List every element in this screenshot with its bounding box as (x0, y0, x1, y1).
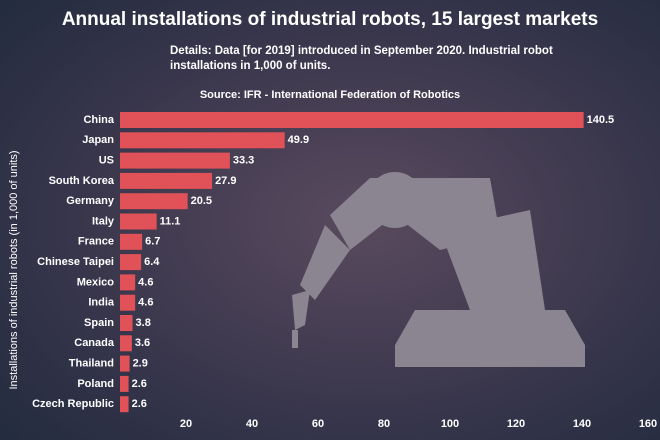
x-tick-label: 140 (573, 418, 591, 430)
y-tick-label: Mexico (77, 276, 115, 288)
subtitle-box: Details: Data [for 2019] introduced in S… (170, 45, 553, 72)
value-label: 2.6 (132, 398, 147, 410)
y-tick-label: Czech Republic (32, 398, 114, 410)
x-tick-label: 60 (312, 418, 324, 430)
bar (120, 112, 584, 128)
bar (120, 132, 285, 149)
y-tick-label: Germany (66, 195, 115, 207)
bar (120, 294, 136, 311)
y-tick-label: Chinese Taipei (37, 256, 114, 268)
value-label: 140.5 (587, 114, 615, 126)
x-tick-label: 120 (507, 418, 525, 430)
value-label: 6.4 (144, 256, 160, 268)
bar (120, 396, 129, 413)
chart-subtitle: Details: Data [for 2019] introduced in S… (170, 45, 553, 72)
value-label: 2.6 (132, 378, 147, 390)
y-tick-label: China (83, 114, 114, 126)
value-label: 3.6 (135, 337, 150, 349)
y-axis-label: Installations of industrial robots (in 1… (8, 150, 20, 389)
value-label: 33.3 (233, 155, 254, 167)
value-label: 20.5 (191, 195, 212, 207)
value-label: 3.8 (136, 317, 151, 329)
chart-title: Annual installations of industrial robot… (62, 9, 598, 30)
y-tick-label: Italy (92, 215, 115, 227)
bar (120, 355, 130, 372)
robot-icon (292, 172, 585, 367)
bar (120, 274, 136, 291)
value-label: 6.7 (145, 236, 160, 248)
y-tick-label: France (78, 236, 114, 248)
y-tick-label: India (88, 297, 115, 309)
y-tick-label: Thailand (69, 358, 114, 370)
value-label: 4.6 (138, 276, 153, 288)
y-tick-label: Poland (77, 378, 114, 390)
value-label: 11.1 (160, 215, 181, 227)
value-label: 49.9 (288, 134, 309, 146)
x-tick-label: 100 (441, 418, 459, 430)
bar (120, 213, 157, 230)
bar (120, 315, 133, 331)
chart-source: Source: IFR - International Federation o… (200, 89, 460, 101)
y-tick-label: Canada (74, 337, 115, 349)
y-tick-label: US (99, 155, 114, 167)
x-tick-label: 80 (378, 418, 390, 430)
bar (120, 233, 143, 250)
x-tick-label: 160 (639, 418, 657, 430)
value-label: 27.9 (215, 175, 236, 187)
bar (120, 335, 132, 352)
y-tick-label: Japan (82, 134, 114, 146)
value-label: 2.9 (133, 358, 148, 370)
bar (120, 172, 213, 189)
bar (120, 254, 142, 271)
bar (120, 152, 230, 169)
y-tick-label: Spain (84, 317, 114, 329)
bar (120, 193, 188, 210)
y-tick-label: South Korea (49, 175, 115, 187)
x-tick-label: 20 (180, 418, 192, 430)
bar (120, 375, 129, 392)
value-label: 4.6 (138, 297, 153, 309)
x-tick-label: 40 (246, 418, 258, 430)
